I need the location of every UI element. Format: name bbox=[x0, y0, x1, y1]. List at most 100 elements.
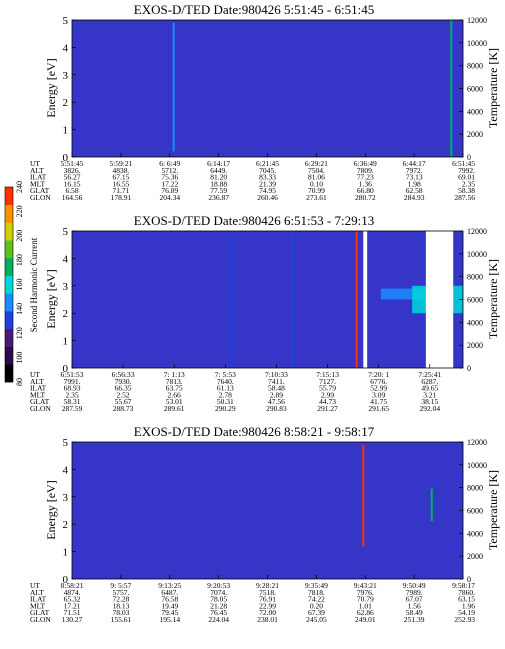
table-cell: 56.27 bbox=[64, 173, 81, 182]
table-cell: 252.93 bbox=[454, 615, 475, 624]
colorbar-tick-label: 180 bbox=[15, 254, 24, 266]
data-stripe bbox=[362, 444, 365, 547]
table-cell: 79.45 bbox=[161, 608, 178, 617]
table-cell: 5:59:21 bbox=[109, 159, 132, 168]
table-row-label: GLAT bbox=[30, 397, 50, 406]
data-gap bbox=[425, 231, 454, 368]
table-cell: 7:20: 1 bbox=[368, 370, 389, 379]
y-tick-label: 5 bbox=[63, 226, 69, 238]
table-cell: 6:51:53 bbox=[61, 370, 84, 379]
table-cell: 62.58 bbox=[406, 186, 423, 195]
table-cell: 81.06 bbox=[308, 173, 325, 182]
table-cell: 249.01 bbox=[355, 615, 376, 624]
colorbar-block bbox=[5, 187, 13, 206]
table-cell: 9:58:17 bbox=[452, 581, 475, 590]
colorbar-tick-label: 220 bbox=[15, 205, 24, 217]
table-cell: 77.59 bbox=[210, 186, 227, 195]
table-cell: 7809. bbox=[357, 166, 374, 175]
table-cell: 6776. bbox=[370, 377, 387, 386]
table-cell: 81.20 bbox=[210, 173, 227, 182]
table-cell: 71.51 bbox=[64, 608, 81, 617]
y2-tick-label: 4000 bbox=[467, 107, 483, 116]
table-row-label: MLT bbox=[30, 601, 46, 610]
table-cell: 16.55 bbox=[112, 179, 129, 188]
table-cell: 7989. bbox=[406, 588, 423, 597]
table-row-label: GLON bbox=[30, 615, 51, 624]
table-cell: 2.78 bbox=[219, 390, 232, 399]
table-cell: 290.29 bbox=[215, 404, 236, 413]
y2-tick-label: 8000 bbox=[467, 62, 483, 71]
table-cell: 287.59 bbox=[62, 404, 83, 413]
table-cell: 78.05 bbox=[210, 595, 227, 604]
panel-2-axes: 0 1 2 3 4 5 0 2000 4000 6000 8000 10000 12000 bbox=[63, 226, 488, 375]
table-cell: 7074. bbox=[210, 588, 227, 597]
table-cell: 69.01 bbox=[458, 173, 475, 182]
data-stripe bbox=[172, 22, 175, 152]
colorbar-frame bbox=[4, 186, 14, 383]
colorbar-tick-label: 140 bbox=[15, 303, 24, 315]
panel-1-ylabel: Energy [eV] bbox=[44, 58, 58, 117]
table-cell: 9: 5:57 bbox=[110, 581, 131, 590]
panel-1-features bbox=[172, 20, 453, 157]
table-cell: 291.65 bbox=[368, 404, 389, 413]
y-tick-label: 1 bbox=[63, 125, 69, 137]
table-cell: 130.27 bbox=[62, 615, 83, 624]
table-cell: 7411. bbox=[268, 377, 285, 386]
table-cell: 236.87 bbox=[208, 193, 229, 202]
table-cell: 290.83 bbox=[266, 404, 287, 413]
table-cell: 291.27 bbox=[317, 404, 338, 413]
colorbar-block bbox=[5, 240, 13, 259]
colorbar-tick-label: 160 bbox=[15, 279, 24, 291]
table-cell: 3.09 bbox=[372, 390, 385, 399]
table-cell: 7: 5:53 bbox=[215, 370, 236, 379]
table-row-label: GLAT bbox=[30, 608, 50, 617]
table-cell: 41.75 bbox=[370, 397, 387, 406]
y2-tick-label: 0 bbox=[467, 364, 471, 373]
table-cell: 7992. bbox=[458, 166, 475, 175]
data-stripe bbox=[231, 231, 234, 368]
data-gap bbox=[363, 231, 368, 368]
table-row-label: UT bbox=[30, 581, 40, 590]
y-tick-label: 3 bbox=[63, 281, 69, 293]
table-cell: 2.66 bbox=[168, 390, 181, 399]
colorbar-tick-label: 100 bbox=[15, 352, 24, 364]
y-tick-label: 5 bbox=[63, 15, 69, 27]
table-cell: 21.28 bbox=[210, 601, 227, 610]
table-cell: 76.45 bbox=[210, 608, 227, 617]
table-cell: 292.04 bbox=[419, 404, 440, 413]
table-cell: 3.21 bbox=[423, 390, 436, 399]
colorbar-blocks bbox=[5, 187, 13, 383]
table-cell: 66.35 bbox=[115, 384, 132, 393]
panel-3-ylabel: Energy [eV] bbox=[44, 480, 58, 539]
table-cell: 284.93 bbox=[404, 193, 425, 202]
y2-tick-label: 2000 bbox=[467, 130, 483, 139]
table-cell: 164.56 bbox=[62, 193, 83, 202]
table-cell: 9:13:25 bbox=[158, 581, 181, 590]
y2-tick-label: 0 bbox=[467, 575, 471, 584]
table-cell: 62.86 bbox=[357, 608, 374, 617]
table-row-label: ALT bbox=[30, 377, 44, 386]
y-tick-label: 2 bbox=[63, 308, 69, 320]
data-stripe bbox=[355, 231, 358, 368]
y2-tick-label: 6000 bbox=[467, 296, 483, 305]
table-cell: 18.88 bbox=[210, 179, 227, 188]
table-cell: 6:14:17 bbox=[207, 159, 230, 168]
y-tick-label: 1 bbox=[63, 336, 69, 348]
table-cell: 7:25:41 bbox=[418, 370, 441, 379]
table-cell: 68.93 bbox=[64, 384, 81, 393]
table-cell: 70.99 bbox=[308, 186, 325, 195]
panel-1-axes: 0 1 2 3 4 5 0 2000 4000 6000 8000 10000 12000 bbox=[63, 15, 488, 164]
table-cell: 78.03 bbox=[112, 608, 129, 617]
colorbar-block bbox=[5, 346, 13, 365]
table-cell: 38.15 bbox=[421, 397, 438, 406]
table-cell: 55.67 bbox=[115, 397, 132, 406]
table-cell: 58.31 bbox=[64, 397, 81, 406]
table-cell: 6:36:49 bbox=[354, 159, 377, 168]
table-cell: 0.20 bbox=[310, 601, 323, 610]
y2-tick-label: 8000 bbox=[467, 273, 483, 282]
data-stripe bbox=[291, 231, 294, 368]
data-band bbox=[380, 288, 426, 300]
y2-tick-label: 10000 bbox=[467, 250, 487, 259]
table-cell: 9:50:49 bbox=[403, 581, 426, 590]
